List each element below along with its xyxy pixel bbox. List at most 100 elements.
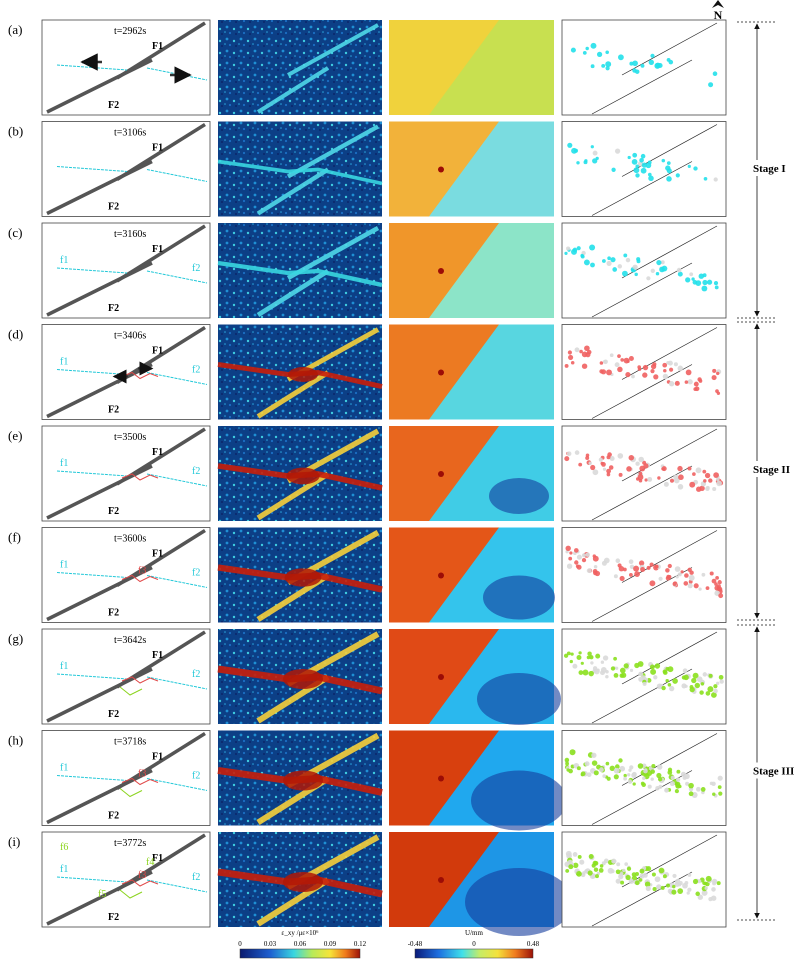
ae-event (611, 858, 617, 864)
ae-event (718, 791, 723, 796)
ae-event (662, 362, 668, 368)
ae-fault-line (621, 631, 718, 685)
ae-event (600, 461, 604, 466)
ae-event (661, 466, 667, 472)
ae-event (620, 672, 627, 678)
crack-label-f1: f1 (60, 661, 68, 672)
ae-event (641, 782, 646, 788)
panel-row: (d) t=3406s F1 F2 f1 f2 (8, 324, 727, 420)
ae-event (642, 372, 648, 378)
fault-f2 (46, 565, 153, 622)
strain-colorbar: ε_xy /με×10⁶ 0 0.03 0.06 0.09 0.12 (238, 929, 367, 959)
ae-event (612, 267, 618, 272)
ae-event (687, 379, 693, 385)
crack-trace-f3 (121, 473, 159, 481)
ae-event (704, 886, 708, 890)
stage-label-bg (751, 160, 799, 176)
ae-event (693, 381, 699, 387)
north-arrow-icon (712, 0, 724, 8)
ae-event (639, 157, 644, 163)
ae-event (643, 463, 649, 469)
ae-event (675, 783, 681, 789)
ae-event (646, 565, 651, 570)
ae-event (569, 749, 576, 756)
ae-event (650, 769, 655, 774)
stage-label: Stage II (753, 464, 790, 476)
crack-label-f3: f3 (138, 870, 146, 881)
ae-event (648, 175, 654, 182)
ae-event (672, 678, 678, 684)
time-label: t=2962s (114, 26, 146, 37)
ae-event (570, 652, 574, 656)
ae-event (590, 262, 595, 268)
ae-event (684, 773, 690, 780)
ae-event (591, 752, 597, 758)
ae-event (605, 761, 610, 766)
strain-concentration (284, 568, 322, 587)
ae-event (637, 367, 642, 371)
ae-event (669, 367, 674, 372)
crack-label-f2: f2 (192, 263, 200, 274)
ae-event (589, 244, 596, 251)
ae-event (716, 881, 721, 886)
fault-f2 (46, 159, 153, 216)
displacement-spot (438, 268, 444, 274)
crack-trace-f5 (119, 889, 143, 899)
ae-event (585, 456, 590, 460)
ae-event (650, 53, 655, 58)
ae-event (695, 467, 702, 474)
crack-label-f2: f2 (192, 872, 200, 883)
ae-event (635, 164, 639, 168)
fault-f2 (46, 58, 153, 114)
ae-event (715, 477, 720, 482)
crack-trace-f5 (119, 686, 143, 696)
ae-event (572, 862, 579, 869)
fault-label-f1: F1 (152, 853, 163, 864)
ae-event (667, 574, 672, 579)
ae-event (564, 251, 568, 256)
ae-event (666, 883, 670, 888)
ae-event (592, 469, 599, 476)
ae-event (572, 852, 578, 857)
displacement-spot (438, 877, 444, 883)
displacement-colorbar-ticks: -0.48 0 0.48 (408, 940, 540, 948)
ae-event (685, 369, 692, 376)
ae-event (584, 761, 590, 767)
ae-event (605, 66, 610, 71)
ae-event (566, 853, 572, 859)
ae-event (684, 880, 689, 885)
ae-event (584, 159, 588, 163)
ae-event (651, 764, 656, 768)
ae-event (712, 792, 716, 796)
fault-label-f2: F2 (108, 405, 119, 416)
ae-event (707, 279, 713, 285)
ae-event (592, 150, 598, 156)
row-label: (a) (8, 22, 22, 37)
ae-event (632, 771, 637, 777)
colorbar-tick: 0 (238, 940, 242, 948)
crack-label-f1: f1 (60, 763, 68, 774)
ae-event (667, 770, 673, 775)
ae-event (602, 467, 607, 471)
ae-event (688, 782, 694, 789)
ae-event (565, 868, 570, 873)
ae-event (675, 777, 681, 782)
strain-band (256, 471, 330, 521)
ae-event (708, 673, 713, 678)
ae-event (596, 668, 600, 672)
row-label: (e) (8, 428, 22, 443)
colorbar-tick: -0.48 (408, 940, 423, 948)
ae-event (605, 61, 612, 68)
ae-event (610, 257, 616, 263)
ae-event (675, 173, 680, 178)
ae-event (639, 873, 645, 879)
ae-event (712, 881, 717, 886)
fault-label-f2: F2 (108, 506, 119, 517)
ae-event (692, 672, 699, 679)
ae-event (590, 42, 597, 49)
row-label: (b) (8, 124, 23, 139)
ae-event (599, 369, 604, 374)
ae-event (689, 570, 694, 575)
ae-event (681, 683, 687, 689)
stage-label: Stage I (753, 163, 786, 175)
